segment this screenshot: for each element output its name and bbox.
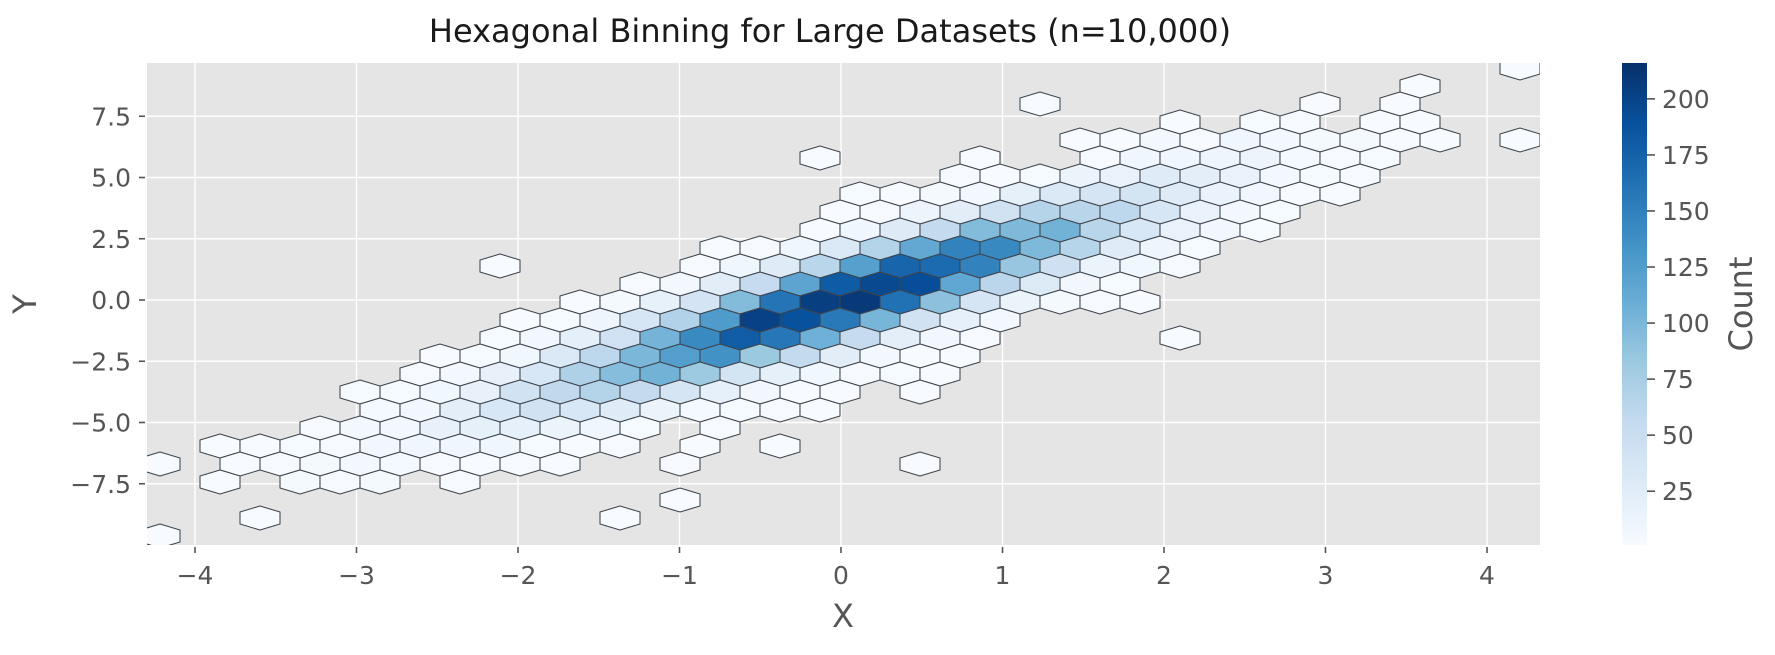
colorbar-tick-label: 100: [1662, 309, 1710, 338]
x-axis-label: X: [832, 597, 854, 635]
axis-ticks: −4 −3 −2 −1 0 1 2 3 4 7.5 5.0 2.5 0.0 −2.5 −5.0 −7.5: [70, 102, 1495, 590]
hexbin-cell: [659, 487, 701, 513]
hexbin-cell: [1239, 217, 1281, 243]
colorbar-tick-label: 25: [1662, 477, 1694, 506]
hexbin-cell: [239, 505, 281, 531]
hexbin-cell: [539, 451, 581, 477]
hexbin-cell: [439, 469, 481, 495]
colorbar-tick-label: 175: [1662, 141, 1710, 170]
x-tick-label: 2: [1156, 561, 1172, 590]
colorbar-label: Count: [1722, 256, 1760, 351]
hexbin-cell: [147, 523, 181, 545]
colorbar-ticks: 25 50 75 100 125 150 175 200: [1647, 85, 1710, 506]
colorbar: [1622, 63, 1647, 545]
hexbin-cell: [799, 397, 841, 423]
x-tick-label: 3: [1318, 561, 1334, 590]
hexbin-cell: [899, 451, 941, 477]
colorbar-tick-label: 150: [1662, 197, 1710, 226]
hexbin-cell: [1419, 127, 1461, 153]
y-axis-label: Y: [6, 294, 44, 315]
hexbin-cell: [1499, 63, 1540, 81]
x-tick-label: −4: [177, 561, 214, 590]
hexbin-cell: [1159, 253, 1201, 279]
hexbin-cell: [199, 469, 241, 495]
hexbin-cell: [599, 505, 641, 531]
x-tick-label: 1: [995, 561, 1011, 590]
y-tick-label: 2.5: [91, 225, 131, 254]
hexbin-cell: [599, 433, 641, 459]
x-tick-label: −3: [338, 561, 375, 590]
hexbin-cell: [147, 451, 181, 477]
colorbar-tick-label: 200: [1662, 85, 1710, 114]
x-tick-label: −1: [661, 561, 698, 590]
colorbar-tick-label: 75: [1662, 365, 1694, 394]
y-tick-label: −2.5: [70, 347, 131, 376]
x-tick-label: 4: [1479, 561, 1495, 590]
hexbin-cell: [479, 253, 521, 279]
hexbin-cell: [759, 433, 801, 459]
y-tick-label: 0.0: [91, 286, 131, 315]
hexbin-cell: [899, 379, 941, 405]
hexbin-cell: [659, 451, 701, 477]
y-tick-label: 5.0: [91, 164, 131, 193]
hexbin-cells: [147, 63, 1540, 545]
y-tick-label: −7.5: [70, 470, 131, 499]
chart-title: Hexagonal Binning for Large Datasets (n=…: [429, 12, 1231, 50]
x-tick-label: −2: [500, 561, 537, 590]
hexbin-cell: [799, 145, 841, 171]
hexbin-cell: [1159, 325, 1201, 351]
colorbar-tick-label: 50: [1662, 421, 1694, 450]
y-tick-label: −5.0: [70, 409, 131, 438]
colorbar-tick-label: 125: [1662, 253, 1710, 282]
hexbin-cell: [359, 469, 401, 495]
hexbin-cell: [1119, 289, 1161, 315]
hexbin-cell: [1019, 91, 1061, 117]
hexbin-cell: [1319, 181, 1361, 207]
x-tick-label: 0: [833, 561, 849, 590]
hexbin-cell: [1499, 127, 1540, 153]
y-tick-label: 7.5: [91, 102, 131, 131]
